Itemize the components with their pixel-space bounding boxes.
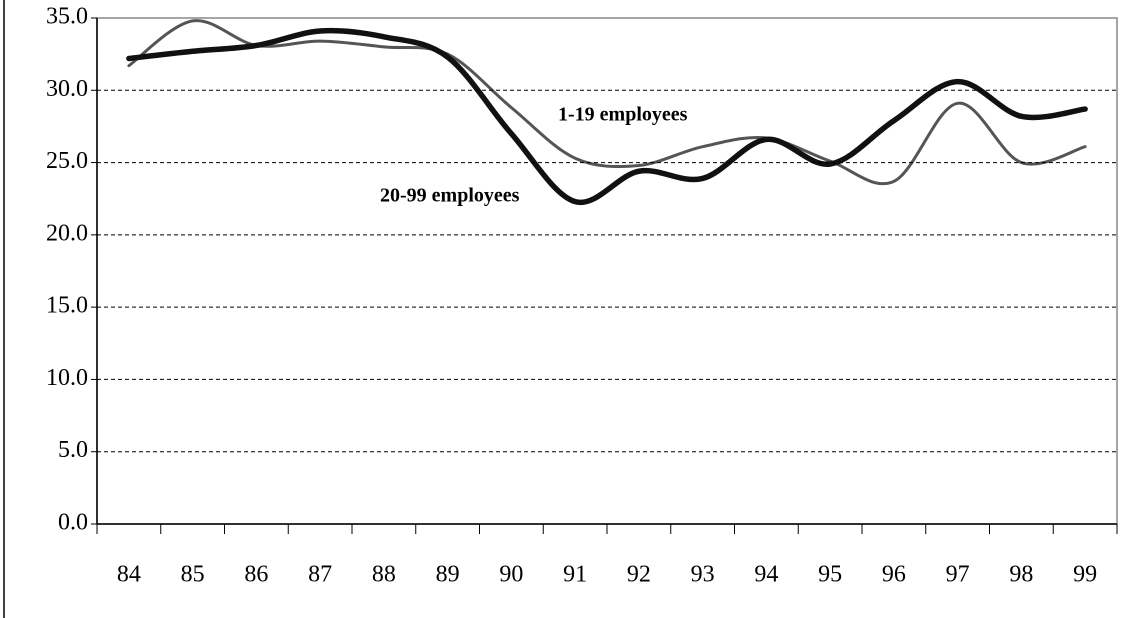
x-tick-label: 95 [818, 562, 842, 588]
plot-frame [96, 17, 1118, 525]
series-line [127, 19, 1087, 186]
y-tick-label: 5.0 [58, 437, 88, 463]
x-tick-label: 84 [117, 562, 141, 588]
y-tick-label: 25.0 [46, 148, 88, 174]
y-tick-label: 0.0 [58, 510, 88, 536]
series-line [126, 27, 1088, 206]
x-tick-label: 99 [1073, 562, 1097, 588]
x-tick-label: 98 [1009, 562, 1033, 588]
x-tick-label: 96 [882, 562, 906, 588]
x-tick-label: 92 [627, 562, 651, 588]
y-tick-label: 15.0 [46, 293, 88, 319]
y-tick-label: 30.0 [46, 76, 88, 102]
x-tick-label: 88 [372, 562, 396, 588]
x-tick-label: 87 [308, 562, 332, 588]
x-tick-label: 89 [436, 562, 460, 588]
y-tick-label: 20.0 [46, 220, 88, 246]
x-tick-label: 90 [499, 562, 523, 588]
x-tick-label: 94 [754, 562, 778, 588]
x-tick-label: 86 [244, 562, 268, 588]
x-tick-label: 97 [946, 562, 970, 588]
x-tick-label: 85 [181, 562, 205, 588]
series-annotation: 1-19 employees [558, 104, 688, 126]
x-tick-label: 93 [691, 562, 715, 588]
y-tick-label: 35.0 [46, 4, 88, 30]
x-tick-label: 91 [563, 562, 587, 588]
y-tick-label: 10.0 [46, 365, 88, 391]
series-annotation: 20-99 employees [380, 185, 520, 207]
